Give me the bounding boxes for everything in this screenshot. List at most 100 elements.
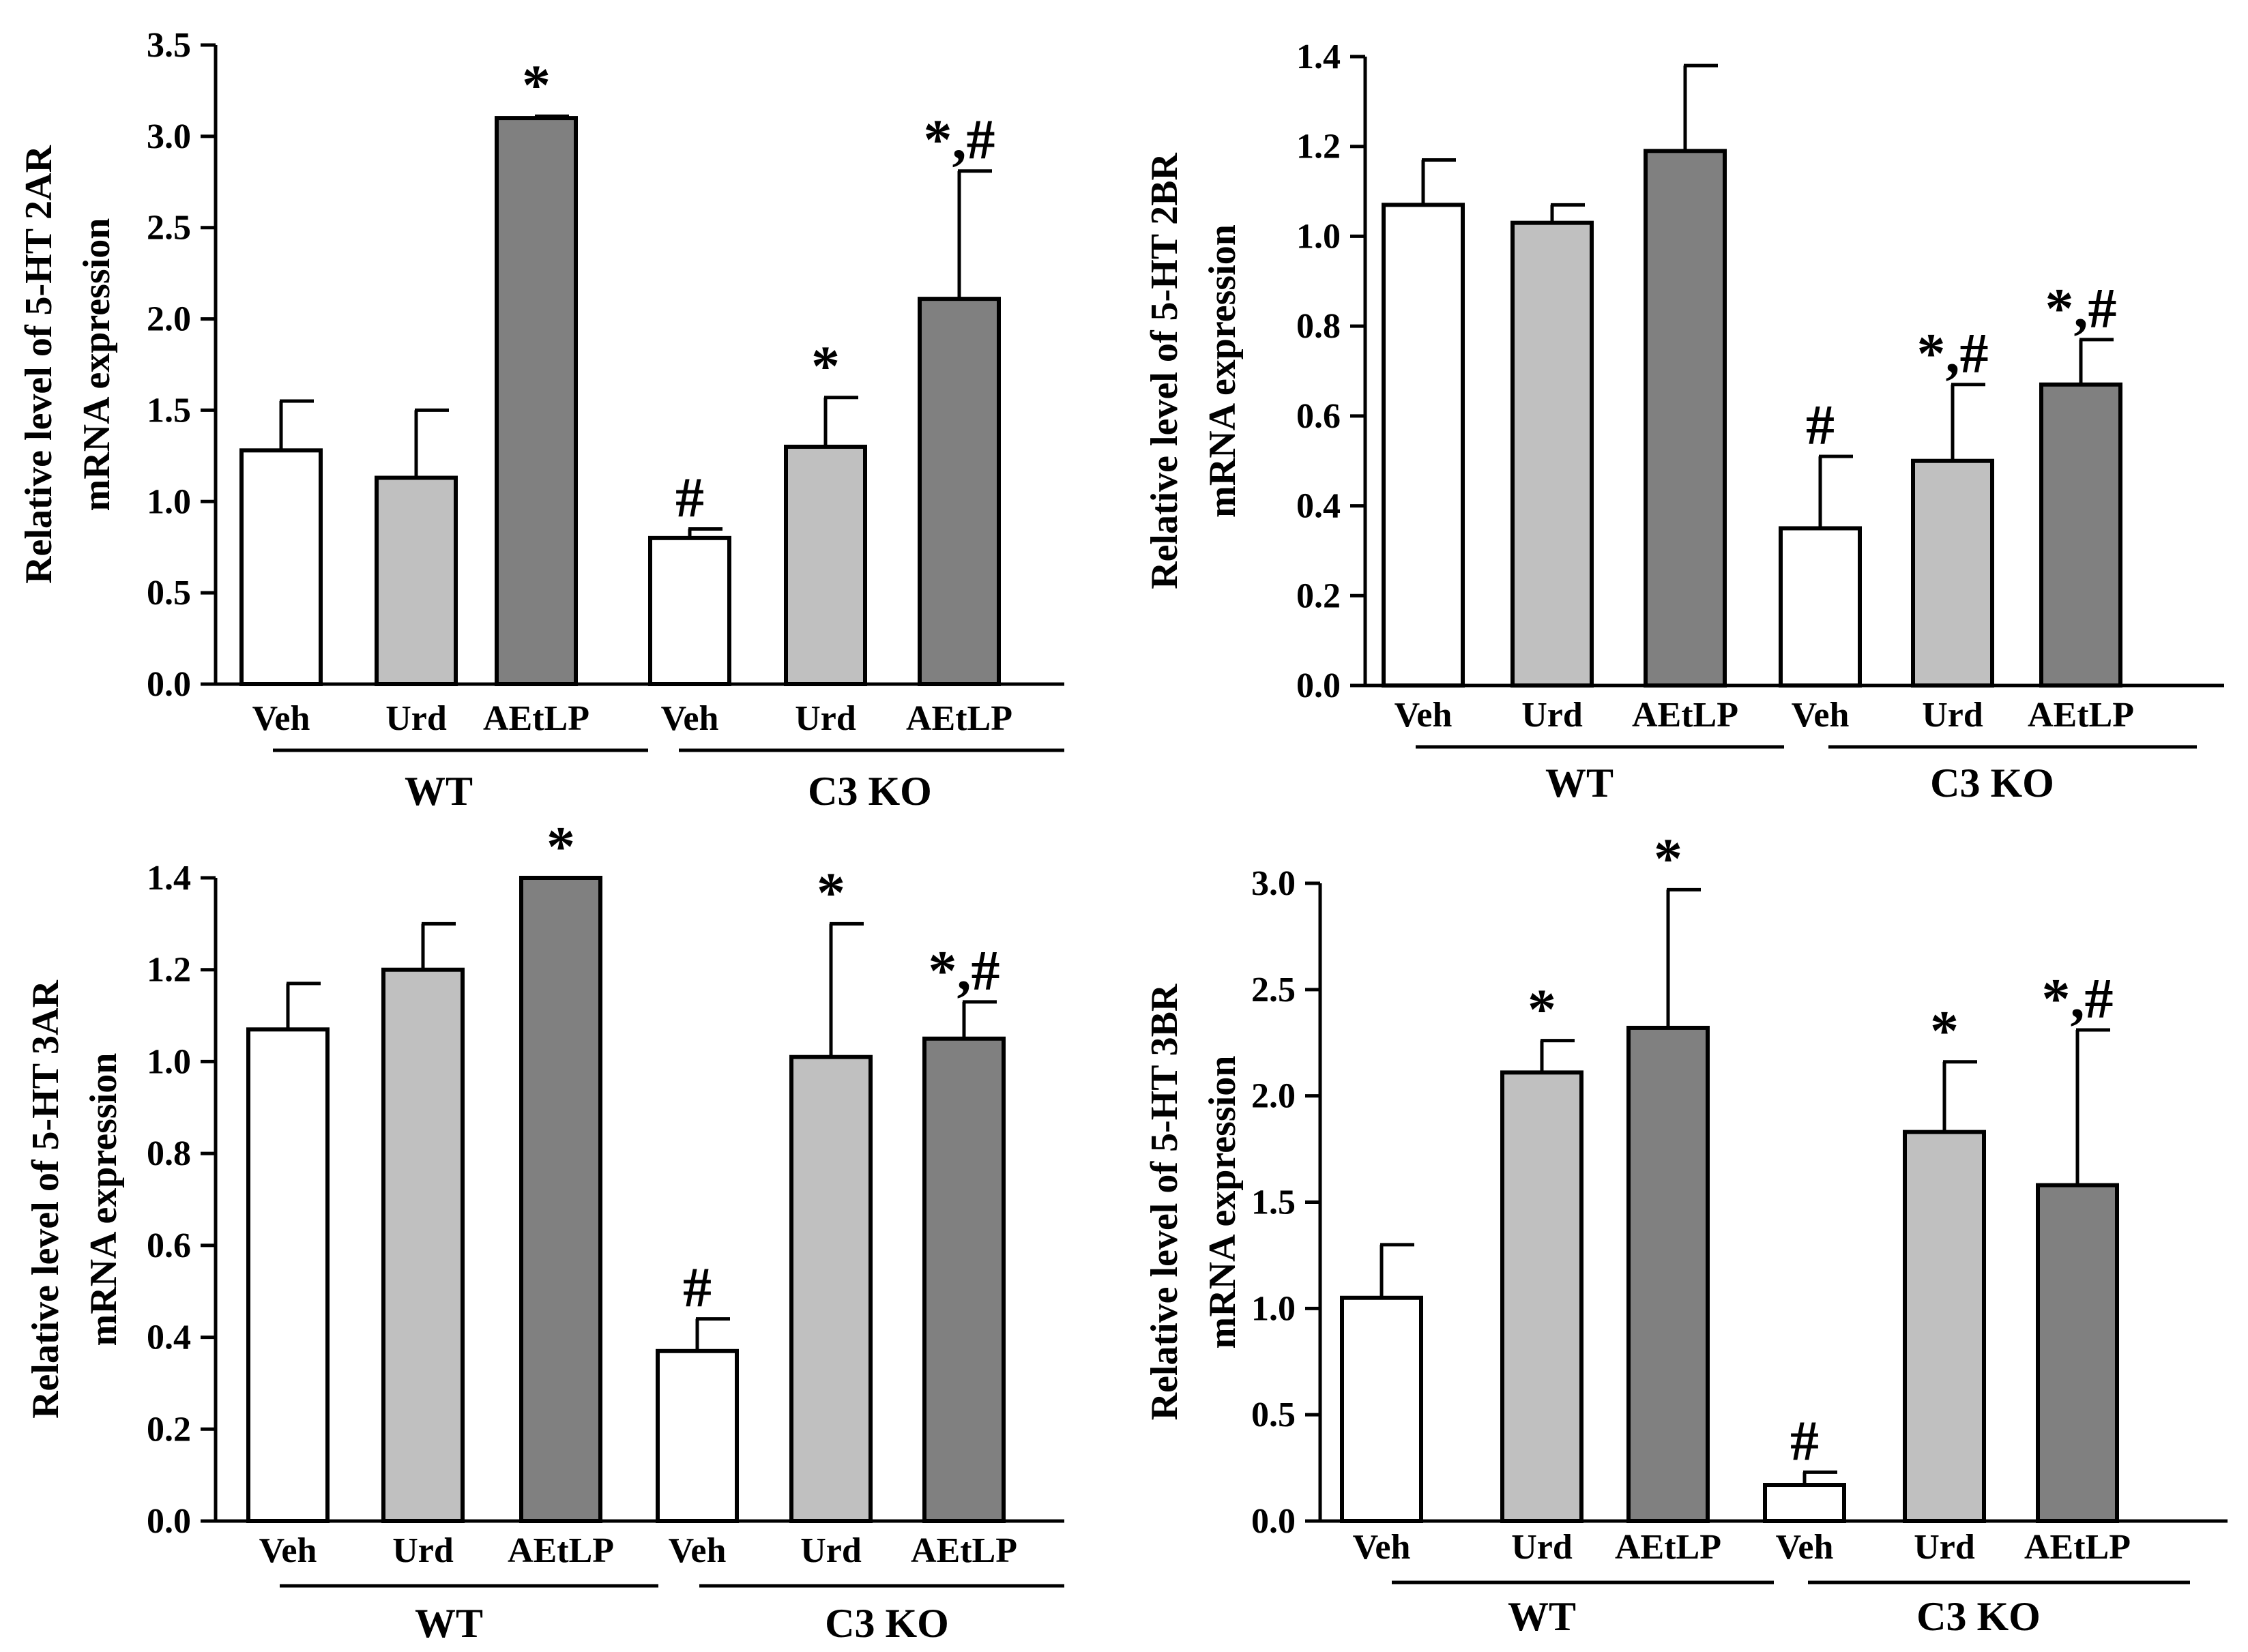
bar xyxy=(239,448,323,687)
y-tick-label: 1.0 xyxy=(147,1042,191,1081)
significance-label: * xyxy=(546,815,575,879)
category-label: Veh xyxy=(252,699,310,738)
category-label: Veh xyxy=(1395,696,1453,735)
category-label: AEtLP xyxy=(906,699,1012,738)
chart-panel-top-right: 0.0 0.2 0.4 0.6 0.8 1.0 1.2 1.4 Relative level o… xyxy=(1143,38,2224,806)
bar xyxy=(922,1036,1006,1523)
category-label: AEtLP xyxy=(1615,1528,1721,1567)
y-axis-label: Relative level of 5-HT 3BR xyxy=(1143,984,1186,1420)
bar xyxy=(789,1054,873,1523)
y-tick-label: 0.8 xyxy=(1296,307,1341,346)
significance-label: *,# xyxy=(929,939,1000,1003)
group-label: C3 KO xyxy=(1916,1594,2041,1639)
bar xyxy=(495,116,578,687)
category-label: AEtLP xyxy=(483,699,589,738)
bar xyxy=(2039,382,2122,688)
y-tick-label: 3.5 xyxy=(147,26,191,65)
bar xyxy=(2036,1183,2119,1523)
significance-label: * xyxy=(817,861,845,924)
y-tick-label: 1.5 xyxy=(1251,1183,1296,1222)
y-tick-label: 2.0 xyxy=(1251,1077,1296,1116)
group-label: C3 KO xyxy=(808,769,932,814)
y-tick-label: 3.0 xyxy=(147,117,191,156)
y-tick-label: 3.0 xyxy=(1251,864,1296,903)
category-label: AEtLP xyxy=(508,1531,614,1570)
category-label: Urd xyxy=(1914,1528,1975,1567)
y-axis-label: Relative level of 5-HT 2AR xyxy=(18,145,60,584)
chart-panel-bottom-right: 0.0 0.5 1.0 1.5 2.0 2.5 3.0 Relative level of 5… xyxy=(1143,827,2228,1639)
y-tick-label: 1.4 xyxy=(1296,38,1341,76)
significance-label: * xyxy=(811,335,840,398)
significance-label: *,# xyxy=(924,108,995,172)
y-tick-label: 1.0 xyxy=(1296,217,1341,256)
y-tick-label: 0.0 xyxy=(1296,666,1341,705)
bar xyxy=(918,297,1001,686)
y-axis-label-line2: mRNA expression xyxy=(76,218,118,512)
y-tick-label: 0.2 xyxy=(147,1410,191,1449)
y-tick-label: 0.6 xyxy=(147,1226,191,1265)
y-tick-label: 0.6 xyxy=(1296,397,1341,436)
y-tick-label: 1.2 xyxy=(1296,128,1341,166)
y-axis-label: Relative level of 5-HT 3AR xyxy=(25,980,67,1419)
category-label: Veh xyxy=(259,1531,317,1570)
bar xyxy=(1510,220,1594,688)
y-tick-label: 0.0 xyxy=(147,1502,191,1541)
significance-label: * xyxy=(1528,978,1556,1042)
y-tick-label: 0.0 xyxy=(147,665,191,704)
y-axis-label: Relative level of 5-HT 2BR xyxy=(1143,153,1186,589)
category-label: Urd xyxy=(795,699,856,738)
category-label: Veh xyxy=(661,699,719,738)
category-label: AEtLP xyxy=(1632,696,1738,735)
y-tick-label: 0.5 xyxy=(147,574,191,613)
category-label: Veh xyxy=(1353,1528,1411,1567)
significance-label: # xyxy=(675,466,704,529)
category-label: AEtLP xyxy=(911,1531,1017,1570)
group-label: WT xyxy=(1508,1594,1576,1639)
bar xyxy=(1644,149,1727,688)
y-axis-label-line2: mRNA expression xyxy=(1201,1056,1244,1349)
y-tick-label: 1.2 xyxy=(147,951,191,990)
category-label: AEtLP xyxy=(2028,696,2134,735)
bar xyxy=(1382,203,1465,688)
category-label: Urd xyxy=(392,1531,454,1570)
significance-label: *,# xyxy=(1917,322,1989,385)
bar xyxy=(1911,458,1994,688)
y-tick-label: 0.4 xyxy=(1296,487,1341,526)
chart-panel-top-left: 0.0 0.5 1.0 1.5 2.0 2.5 3.0 3.5 Relative level o… xyxy=(18,26,1064,814)
bar xyxy=(1763,1483,1846,1523)
bar xyxy=(519,876,602,1523)
y-tick-label: 0.0 xyxy=(1251,1502,1296,1541)
y-tick-label: 0.4 xyxy=(147,1318,191,1357)
significance-label: # xyxy=(683,1256,712,1320)
group-label: WT xyxy=(405,769,473,814)
category-label: Urd xyxy=(385,699,447,738)
group-label: WT xyxy=(415,1601,483,1646)
category-label: Veh xyxy=(1792,696,1850,735)
bar xyxy=(784,444,867,686)
bar xyxy=(1626,1025,1710,1523)
y-tick-label: 1.0 xyxy=(147,482,191,521)
category-label: Urd xyxy=(800,1531,862,1570)
y-tick-label: 0.5 xyxy=(1251,1396,1296,1434)
y-axis-label-line2: mRNA expression xyxy=(83,1053,125,1346)
category-label: Urd xyxy=(1922,696,1983,735)
group-label: C3 KO xyxy=(825,1601,949,1646)
group-label: C3 KO xyxy=(1930,761,2054,806)
bar xyxy=(648,535,731,686)
bar xyxy=(656,1348,739,1523)
significance-label: # xyxy=(1790,1409,1819,1473)
significance-label: *,# xyxy=(2042,967,2114,1031)
y-axis-label-line2: mRNA expression xyxy=(1201,224,1244,518)
category-label: Veh xyxy=(669,1531,727,1570)
significance-label: # xyxy=(1806,394,1835,457)
bar xyxy=(375,475,458,686)
bar xyxy=(1779,526,1862,688)
y-tick-label: 2.0 xyxy=(147,300,191,339)
y-tick-label: 2.5 xyxy=(147,209,191,248)
y-tick-label: 1.5 xyxy=(147,391,191,430)
significance-label: * xyxy=(522,53,551,117)
y-tick-label: 1.0 xyxy=(1251,1289,1296,1328)
bar xyxy=(1903,1130,1986,1523)
bar xyxy=(1500,1070,1583,1523)
